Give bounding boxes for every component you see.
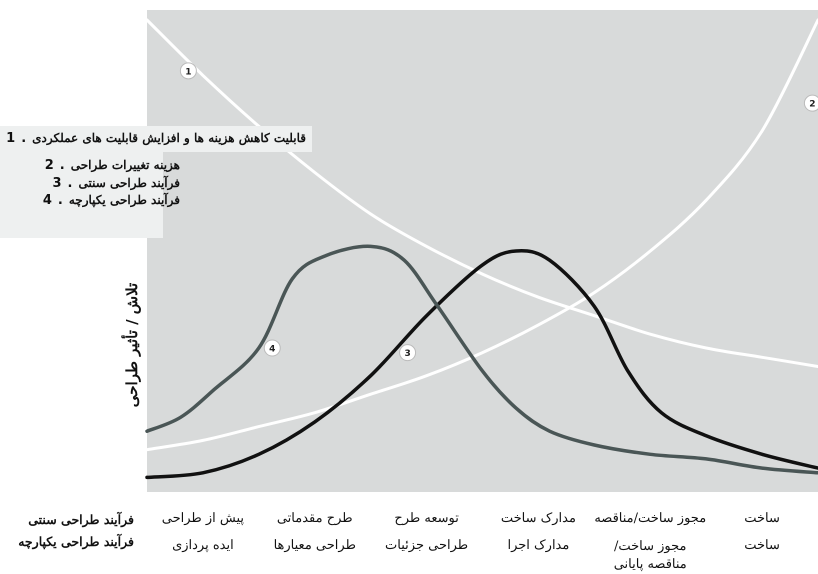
stage-integrated-label: طراحی جزئیات	[385, 538, 469, 553]
stage-integrated-label: مجوز ساخت/ مناقصه پایانی	[613, 539, 687, 572]
series-line-1	[145, 18, 818, 368]
legend-label: هزینه تغییرات طراحی	[70, 158, 180, 172]
stage-traditional-label: طرح مقدماتی	[276, 511, 353, 526]
series-line-2	[145, 18, 818, 452]
stage-traditional-label: مجوز ساخت/مناقصه	[594, 511, 707, 526]
stage-integrated-label: ساخت	[744, 538, 780, 553]
series-marker-4: 4	[263, 339, 281, 357]
legend-item-1: 1. قابلیت کاهش هزینه ها و افزایش قابلیت …	[6, 131, 306, 146]
row-label-integrated: فرآیند طراحی یکپارچه	[18, 534, 134, 549]
marker-label: 4	[269, 345, 275, 355]
stage-traditional-label: ساخت	[744, 511, 780, 526]
legend-number: 4	[42, 193, 52, 208]
series-marker-1: 1	[179, 62, 197, 80]
series-lines	[145, 18, 818, 480]
legend-item-4: 4. فرآیند طراحی یکپارچه	[42, 193, 180, 208]
legend-label: فرآیند طراحی یکپارچه	[68, 193, 180, 207]
legend-first-row-bg	[0, 126, 312, 152]
legend-item-3: 3. فرآیند طراحی سنتی	[52, 176, 180, 191]
marker-circle	[263, 339, 281, 357]
series-line-3	[145, 249, 818, 480]
stage-integrated-label: طراحی معیارها	[273, 538, 356, 553]
marker-label: 2	[809, 100, 815, 110]
stage-traditional-label: مدارک ساخت	[500, 511, 576, 526]
stage-integrated-label: مدارک اجرا	[507, 538, 570, 553]
legend-item-2: 2. هزینه تغییرات طراحی	[44, 158, 180, 173]
marker-circle	[179, 62, 197, 80]
series-marker-3: 3	[399, 344, 417, 362]
plot-area	[147, 10, 818, 492]
marker-circle	[399, 344, 417, 362]
series-line-4	[145, 244, 818, 475]
y-axis-label: تلاش / تأثیر طراحی	[123, 282, 141, 408]
marker-circle	[803, 94, 818, 112]
stage-traditional-label: پیش از طراحی	[161, 511, 245, 526]
stage-traditional-label: توسعه طرح	[394, 511, 459, 526]
legend-number: 3	[52, 176, 62, 191]
series-marker-2: 2	[803, 94, 818, 112]
stage-integrated-label: ایده پردازی	[172, 538, 234, 553]
marker-label: 3	[404, 349, 410, 359]
marker-label: 1	[185, 67, 191, 77]
legend-label: فرآیند طراحی سنتی	[78, 176, 180, 190]
row-label-traditional: فرآیند طراحی سنتی	[28, 512, 134, 527]
legend-number: 1	[6, 131, 16, 146]
legend-number: 2	[44, 158, 54, 173]
legend-label: قابلیت کاهش هزینه ها و افزایش قابلیت های…	[32, 131, 306, 145]
